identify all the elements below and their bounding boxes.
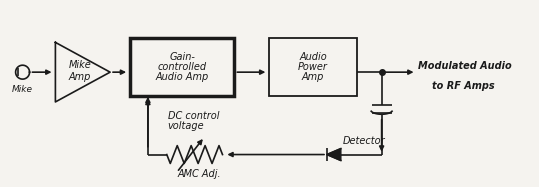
Text: voltage: voltage [168, 121, 204, 131]
Bar [270, 38, 357, 96]
Text: Audio Amp: Audio Amp [156, 72, 209, 82]
Text: AMC Adj.: AMC Adj. [178, 169, 222, 179]
Text: Amp: Amp [302, 72, 324, 82]
Bar [130, 38, 234, 96]
Text: Gain-: Gain- [169, 52, 195, 62]
Text: Amp: Amp [68, 72, 91, 82]
Text: Mike: Mike [68, 60, 91, 70]
Text: Detector: Detector [342, 136, 385, 146]
Polygon shape [327, 149, 341, 160]
Text: Modulated Audio: Modulated Audio [418, 61, 512, 71]
Text: controlled: controlled [157, 62, 207, 72]
Text: Power: Power [298, 62, 328, 72]
Text: Mike: Mike [12, 85, 33, 94]
Text: DC control: DC control [168, 111, 219, 121]
Text: to RF Amps: to RF Amps [432, 81, 495, 91]
Text: Audio: Audio [299, 52, 327, 62]
